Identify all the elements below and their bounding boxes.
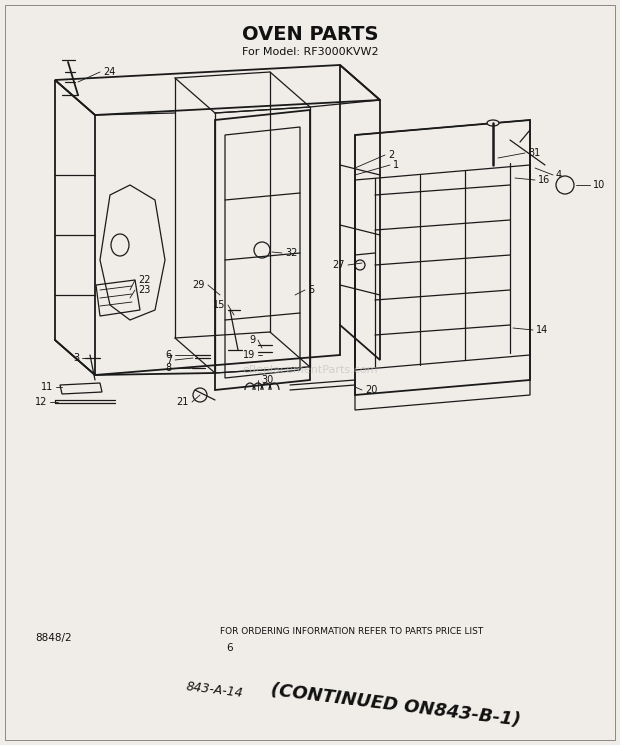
Text: 19: 19 <box>243 350 255 360</box>
Text: 16: 16 <box>538 175 551 185</box>
Text: 12: 12 <box>35 397 47 407</box>
Text: 22: 22 <box>138 275 151 285</box>
Text: 6: 6 <box>166 350 172 360</box>
Text: 10: 10 <box>593 180 605 190</box>
Text: 3: 3 <box>73 353 79 363</box>
Text: eReplacementParts.com: eReplacementParts.com <box>242 365 378 375</box>
Text: 23: 23 <box>138 285 151 295</box>
Text: 8: 8 <box>166 363 172 373</box>
Text: 30: 30 <box>261 375 273 385</box>
Text: (CONTINUED ON843-B-1): (CONTINUED ON843-B-1) <box>270 681 522 729</box>
Text: 7: 7 <box>166 355 172 365</box>
Text: 15: 15 <box>213 300 225 310</box>
Text: 9: 9 <box>249 335 255 345</box>
Text: 21: 21 <box>177 397 189 407</box>
Text: FOR ORDERING INFORMATION REFER TO PARTS PRICE LIST: FOR ORDERING INFORMATION REFER TO PARTS … <box>220 627 483 636</box>
Text: 4: 4 <box>556 170 562 180</box>
Text: 5: 5 <box>308 285 314 295</box>
Text: 29: 29 <box>193 280 205 290</box>
Text: 2: 2 <box>388 150 394 160</box>
Text: 27: 27 <box>332 260 345 270</box>
Text: 24: 24 <box>103 67 115 77</box>
Text: For Model: RF3000KVW2: For Model: RF3000KVW2 <box>242 47 378 57</box>
Ellipse shape <box>487 120 499 126</box>
Text: 8848/2: 8848/2 <box>35 633 72 643</box>
Text: 843-A-14: 843-A-14 <box>185 680 244 700</box>
Text: 31: 31 <box>528 148 540 158</box>
Text: 20: 20 <box>365 385 378 395</box>
Text: OVEN PARTS: OVEN PARTS <box>242 25 378 45</box>
Text: 11: 11 <box>41 382 53 392</box>
Text: 1: 1 <box>393 160 399 170</box>
Text: 6: 6 <box>227 643 233 653</box>
Text: 14: 14 <box>536 325 548 335</box>
Text: 32: 32 <box>285 248 298 258</box>
